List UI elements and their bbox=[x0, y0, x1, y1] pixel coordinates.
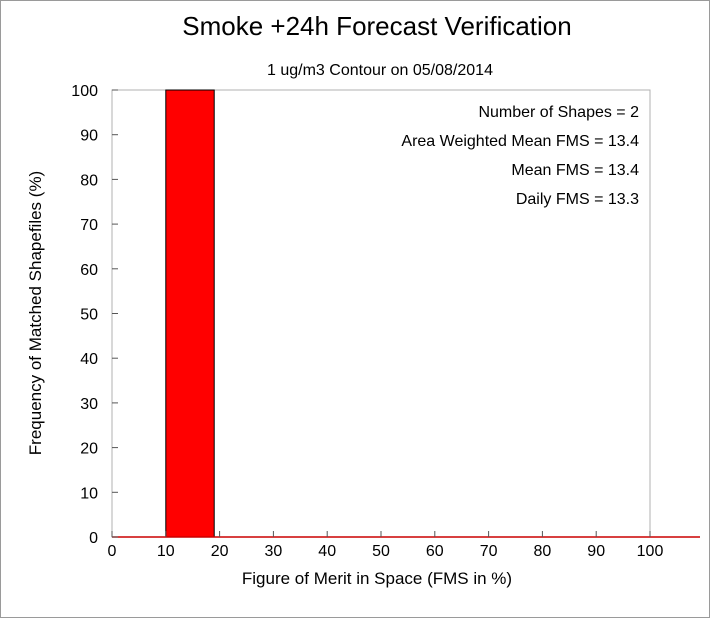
y-tick-label: 50 bbox=[80, 307, 98, 324]
y-axis-ticks: 0 10 20 30 40 50 60 70 80 90 100 bbox=[71, 83, 118, 547]
chart-title: Smoke +24h Forecast Verification bbox=[182, 11, 571, 41]
x-tick-label: 20 bbox=[211, 543, 229, 560]
chart-subtitle: 1 ug/m3 Contour on 05/08/2014 bbox=[267, 62, 493, 79]
y-tick-label: 90 bbox=[80, 128, 98, 145]
x-tick-label: 100 bbox=[637, 543, 664, 560]
histogram-bar bbox=[165, 89, 215, 538]
x-tick-label: 60 bbox=[426, 543, 444, 560]
y-tick-label: 80 bbox=[80, 172, 98, 189]
x-tick-label: 70 bbox=[480, 543, 498, 560]
stat-annotation: Mean FMS = 13.4 bbox=[511, 162, 639, 179]
x-tick-label: 80 bbox=[534, 543, 552, 560]
annotation-group: Number of Shapes = 2 Area Weighted Mean F… bbox=[401, 104, 639, 208]
y-tick-label: 30 bbox=[80, 396, 98, 413]
x-tick-label: 0 bbox=[108, 543, 117, 560]
x-tick-label: 10 bbox=[157, 543, 175, 560]
y-tick-label: 10 bbox=[80, 485, 98, 502]
y-axis-label: Frequency of Matched Shapefiles (%) bbox=[26, 171, 45, 455]
x-tick-label: 30 bbox=[265, 543, 283, 560]
y-tick-label: 70 bbox=[80, 217, 98, 234]
y-tick-label: 0 bbox=[89, 530, 98, 547]
y-tick-label: 40 bbox=[80, 351, 98, 368]
x-tick-label: 50 bbox=[372, 543, 390, 560]
y-tick-label: 100 bbox=[71, 83, 98, 100]
x-axis-label: Figure of Merit in Space (FMS in %) bbox=[242, 569, 512, 588]
stat-annotation: Daily FMS = 13.3 bbox=[516, 191, 639, 208]
bar-group bbox=[165, 89, 215, 538]
stat-annotation: Number of Shapes = 2 bbox=[478, 104, 639, 121]
stat-annotation: Area Weighted Mean FMS = 13.4 bbox=[401, 133, 639, 150]
x-tick-label: 90 bbox=[587, 543, 605, 560]
x-tick-label: 40 bbox=[318, 543, 336, 560]
y-tick-label: 20 bbox=[80, 441, 98, 458]
y-tick-label: 60 bbox=[80, 262, 98, 279]
x-axis-ticks: 0 10 20 30 40 50 60 70 80 90 100 bbox=[108, 531, 664, 560]
